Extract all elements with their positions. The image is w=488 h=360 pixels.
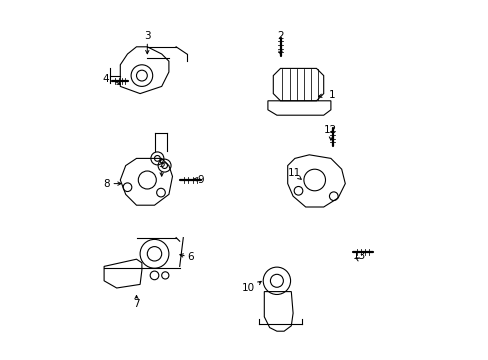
Text: 10: 10 <box>242 283 255 293</box>
Text: 9: 9 <box>197 175 204 185</box>
Text: 1: 1 <box>328 90 335 100</box>
Text: 6: 6 <box>186 252 193 262</box>
Text: 12: 12 <box>324 125 337 135</box>
Text: 8: 8 <box>102 179 109 189</box>
Text: 7: 7 <box>133 299 140 309</box>
Text: 3: 3 <box>143 31 150 41</box>
Text: 11: 11 <box>288 168 301 178</box>
Text: 5: 5 <box>158 159 164 169</box>
Text: 13: 13 <box>352 251 366 261</box>
Text: 4: 4 <box>102 74 109 84</box>
Text: 2: 2 <box>277 31 283 41</box>
